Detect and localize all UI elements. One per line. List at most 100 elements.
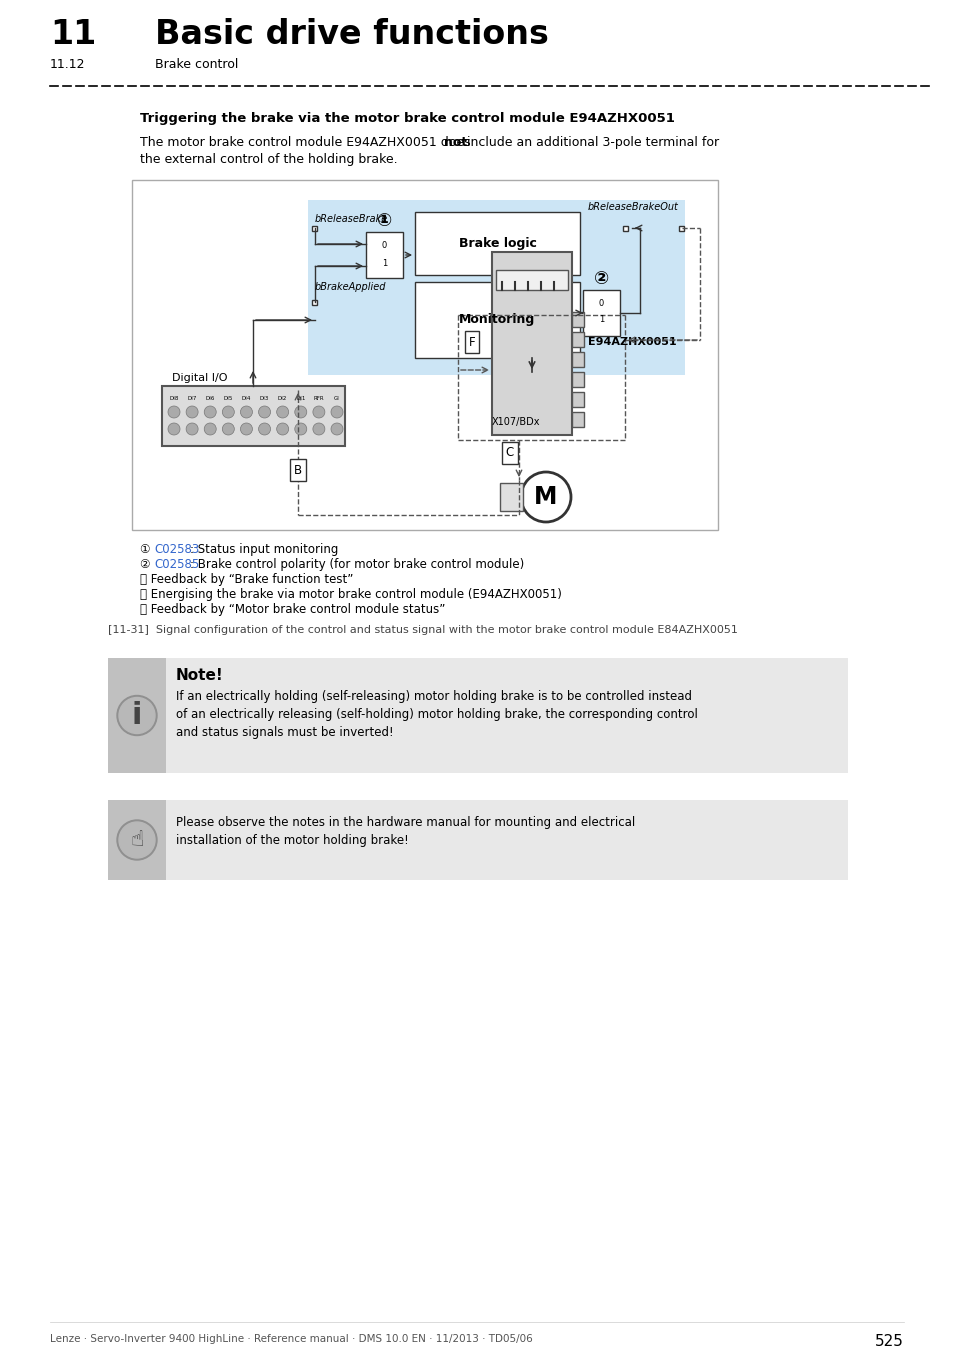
- Bar: [623, 225, 628, 231]
- Circle shape: [240, 406, 253, 418]
- Text: ☝: ☝: [131, 830, 144, 850]
- Text: Ⓒ Energising the brake via motor brake control module (E94AZHX0051): Ⓒ Energising the brake via motor brake c…: [140, 589, 561, 601]
- Text: DI3: DI3: [259, 396, 269, 401]
- Bar: [415, 212, 579, 275]
- Bar: [313, 300, 317, 305]
- Bar: [572, 312, 583, 327]
- Bar: [313, 225, 317, 231]
- Bar: [572, 332, 583, 347]
- Circle shape: [331, 406, 343, 418]
- Text: ②: ②: [594, 270, 608, 288]
- Text: i: i: [132, 701, 142, 730]
- Text: Digital I/O: Digital I/O: [172, 373, 227, 383]
- Text: If an electrically holding (self-releasing) motor holding brake is to be control: If an electrically holding (self-releasi…: [175, 690, 698, 738]
- Circle shape: [520, 472, 571, 522]
- Bar: [308, 200, 684, 375]
- Text: not: not: [443, 136, 467, 148]
- Text: Note!: Note!: [175, 668, 224, 683]
- Circle shape: [168, 406, 180, 418]
- Bar: [132, 180, 718, 531]
- Text: 11: 11: [50, 18, 96, 51]
- Text: C: C: [505, 447, 514, 459]
- Text: C02583: C02583: [153, 543, 199, 556]
- Text: Brake logic: Brake logic: [458, 238, 536, 250]
- Bar: [366, 232, 402, 278]
- Circle shape: [240, 423, 253, 435]
- Bar: [108, 801, 847, 880]
- Text: DI7: DI7: [187, 396, 196, 401]
- Circle shape: [119, 698, 154, 733]
- Bar: [108, 657, 847, 774]
- Text: DI1: DI1: [295, 396, 305, 401]
- Circle shape: [313, 406, 325, 418]
- Circle shape: [204, 423, 216, 435]
- Text: Brake control: Brake control: [154, 58, 238, 72]
- Circle shape: [119, 822, 154, 859]
- Text: 0: 0: [381, 242, 387, 251]
- Circle shape: [117, 819, 157, 860]
- Circle shape: [294, 406, 307, 418]
- Circle shape: [168, 423, 180, 435]
- Text: DI8: DI8: [169, 396, 178, 401]
- Circle shape: [186, 423, 198, 435]
- Text: DI6: DI6: [205, 396, 214, 401]
- Text: Ⓓ Feedback by “Motor brake control module status”: Ⓓ Feedback by “Motor brake control modul…: [140, 603, 445, 616]
- Bar: [582, 290, 619, 336]
- Circle shape: [222, 406, 234, 418]
- Text: [11-31]  Signal configuration of the control and status signal with the motor br: [11-31] Signal configuration of the cont…: [108, 625, 737, 634]
- Text: Triggering the brake via the motor brake control module E94AZHX0051: Triggering the brake via the motor brake…: [140, 112, 674, 126]
- Text: X107/BDx: X107/BDx: [492, 417, 540, 427]
- Text: RFR: RFR: [314, 396, 324, 401]
- Circle shape: [294, 423, 307, 435]
- Circle shape: [313, 423, 325, 435]
- Bar: [496, 270, 567, 290]
- Circle shape: [331, 423, 343, 435]
- Text: DI5: DI5: [223, 396, 233, 401]
- Circle shape: [276, 406, 289, 418]
- Bar: [572, 412, 583, 427]
- Text: Lenze · Servo-Inverter 9400 HighLine · Reference manual · DMS 10.0 EN · 11/2013 : Lenze · Servo-Inverter 9400 HighLine · R…: [50, 1334, 532, 1345]
- Text: 1: 1: [598, 315, 603, 324]
- Bar: [679, 225, 684, 231]
- Text: ②: ②: [140, 558, 154, 571]
- Circle shape: [186, 406, 198, 418]
- Circle shape: [276, 423, 289, 435]
- Bar: [108, 657, 166, 774]
- Text: DI2: DI2: [277, 396, 287, 401]
- Bar: [572, 373, 583, 387]
- Text: ①: ①: [376, 212, 392, 230]
- Bar: [108, 801, 166, 880]
- Text: Ⓑ Feedback by “Brake function test”: Ⓑ Feedback by “Brake function test”: [140, 572, 353, 586]
- Text: the external control of the holding brake.: the external control of the holding brak…: [140, 153, 397, 166]
- Text: Monitoring: Monitoring: [459, 313, 535, 327]
- Text: 11.12: 11.12: [50, 58, 86, 72]
- Circle shape: [204, 406, 216, 418]
- Bar: [499, 483, 522, 512]
- Bar: [572, 392, 583, 406]
- Circle shape: [258, 406, 271, 418]
- Text: The motor brake control module E94AZHX0051 does: The motor brake control module E94AZHX00…: [140, 136, 475, 148]
- Text: ①: ①: [140, 543, 154, 556]
- Text: bBrakeApplied: bBrakeApplied: [314, 282, 386, 292]
- Text: B: B: [294, 463, 302, 477]
- Circle shape: [117, 695, 157, 736]
- Text: : Brake control polarity (for motor brake control module): : Brake control polarity (for motor brak…: [190, 558, 524, 571]
- Circle shape: [258, 423, 271, 435]
- Text: Basic drive functions: Basic drive functions: [154, 18, 548, 51]
- Circle shape: [222, 423, 234, 435]
- Text: E94AZHX0051: E94AZHX0051: [587, 338, 676, 347]
- Text: C02585: C02585: [153, 558, 199, 571]
- Text: 0: 0: [598, 298, 603, 308]
- Text: : Status input monitoring: : Status input monitoring: [190, 543, 338, 556]
- Text: Please observe the notes in the hardware manual for mounting and electrical
inst: Please observe the notes in the hardware…: [175, 815, 635, 846]
- Text: bReleaseBrake: bReleaseBrake: [314, 215, 388, 224]
- Text: F: F: [468, 336, 475, 348]
- Text: bReleaseBrakeOut: bReleaseBrakeOut: [587, 202, 679, 212]
- Bar: [572, 352, 583, 367]
- Text: include an additional 3-pole terminal for: include an additional 3-pole terminal fo…: [462, 136, 719, 148]
- Text: M: M: [534, 485, 558, 509]
- Text: GI: GI: [334, 396, 339, 401]
- Bar: [492, 252, 572, 435]
- Text: 525: 525: [874, 1334, 903, 1349]
- Text: DI4: DI4: [241, 396, 251, 401]
